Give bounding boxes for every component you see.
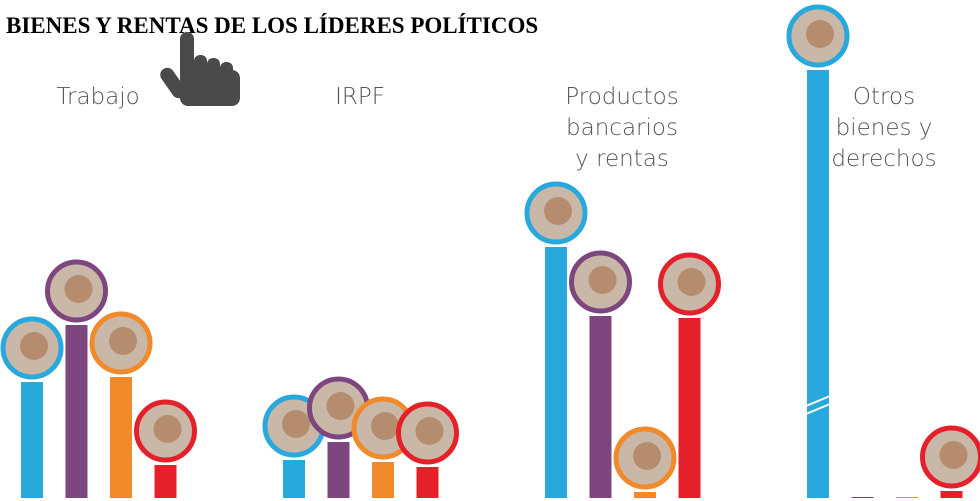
portrait-face (806, 20, 834, 48)
bar (283, 460, 305, 498)
bar (327, 442, 350, 498)
portrait-face (282, 410, 310, 438)
category-label: bancarios (566, 115, 678, 141)
category-label: bienes y (836, 115, 933, 141)
portrait-face (415, 417, 444, 445)
portrait-face (588, 266, 617, 294)
portrait-face (633, 442, 661, 470)
axis-break (805, 403, 831, 415)
category-label: Productos (565, 84, 678, 110)
bar (154, 465, 177, 498)
hand-icon (160, 32, 240, 106)
bar (416, 467, 439, 498)
portrait-face (939, 441, 968, 469)
bar (65, 325, 88, 498)
bar (21, 382, 43, 498)
category-label: Otros (853, 84, 915, 110)
bar (807, 70, 829, 498)
portrait-face (371, 412, 399, 440)
portrait-face (153, 415, 182, 443)
portrait-face (20, 332, 48, 360)
portrait-face (109, 327, 137, 355)
portrait-face (677, 268, 706, 296)
category-label: Trabajo (56, 84, 139, 110)
bar (896, 497, 918, 498)
portrait-face (64, 275, 93, 303)
category-label: IRPF (335, 84, 385, 110)
category-label: derechos (831, 146, 936, 172)
bar (940, 491, 963, 498)
portrait-face (544, 197, 572, 225)
bar (678, 318, 701, 498)
portrait-face (326, 392, 355, 420)
axis-break (805, 395, 831, 407)
bar (110, 377, 132, 498)
bar (545, 247, 567, 498)
chart-title: BIENES Y RENTAS DE LOS LÍDERES POLÍTICOS (6, 13, 538, 38)
bar (372, 462, 394, 498)
bar (589, 316, 612, 498)
category-label: y rentas (575, 146, 669, 172)
bar (851, 497, 874, 498)
bar (634, 492, 656, 498)
